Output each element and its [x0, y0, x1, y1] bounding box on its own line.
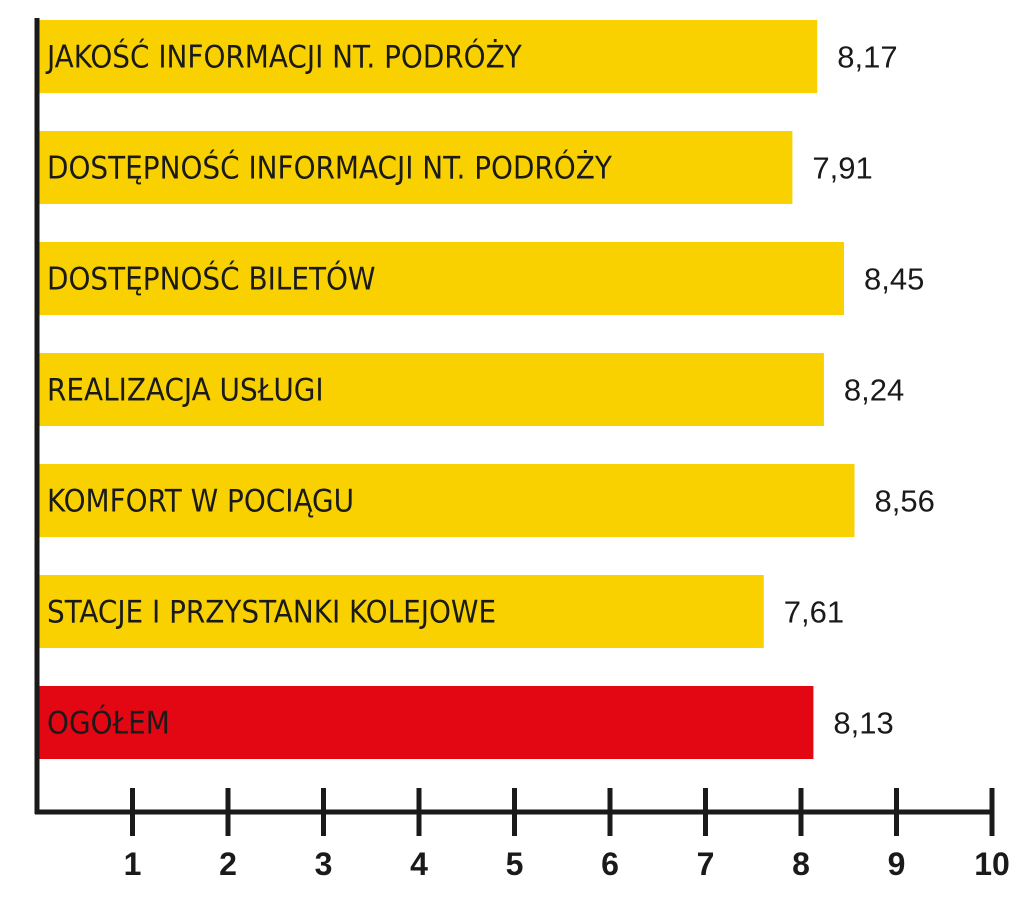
bar-0	[37, 20, 818, 93]
bar-category-label: REALIZACJA USŁUGI	[47, 373, 324, 409]
bar-value-label: 8,13	[833, 706, 893, 741]
bar-value-label: 7,61	[784, 595, 844, 630]
bar-6	[37, 686, 814, 759]
x-tick-label: 10	[974, 846, 1010, 882]
bar-category-label: KOMFORT W POCIĄGU	[47, 484, 354, 520]
x-tick-label: 3	[315, 846, 333, 882]
bar-category-label: DOSTĘPNOŚĆ INFORMACJI NT. PODRÓŻY	[47, 150, 613, 187]
x-tick-label: 2	[219, 846, 237, 882]
bar-category-label: DOSTĘPNOŚĆ BILETÓW	[47, 261, 376, 298]
x-tick-label: 5	[506, 846, 524, 882]
x-tick-label: 9	[888, 846, 906, 882]
bar-value-label: 8,17	[837, 40, 897, 75]
bars-group: JAKOŚĆ INFORMACJI NT. PODRÓŻY 8,17 DOSTĘPN…	[37, 20, 935, 759]
bar-1	[37, 131, 793, 204]
bar-category-label: JAKOŚĆ INFORMACJI NT. PODRÓŻY	[45, 39, 523, 76]
x-tick-label: 8	[792, 846, 810, 882]
bar-value-label: 8,56	[874, 484, 934, 519]
axes-group: 1 2 3 4 5 6 7 8 9 10	[34, 18, 1010, 882]
bar-value-label: 8,45	[864, 262, 924, 297]
x-tick-label: 4	[410, 846, 428, 882]
bar-2	[37, 242, 844, 315]
bar-4	[37, 464, 855, 537]
x-tick-label: 6	[601, 846, 619, 882]
bar-value-label: 7,91	[812, 151, 872, 186]
x-tick-label: 1	[124, 846, 142, 882]
bar-5	[37, 575, 764, 648]
x-tick-label: 7	[697, 846, 715, 882]
bar-3	[37, 353, 824, 426]
bar-category-label: OGÓŁEM	[47, 705, 170, 742]
bar-value-label: 8,24	[844, 373, 904, 408]
bar-category-label: STACJE I PRZYSTANKI KOLEJOWE	[47, 595, 496, 631]
